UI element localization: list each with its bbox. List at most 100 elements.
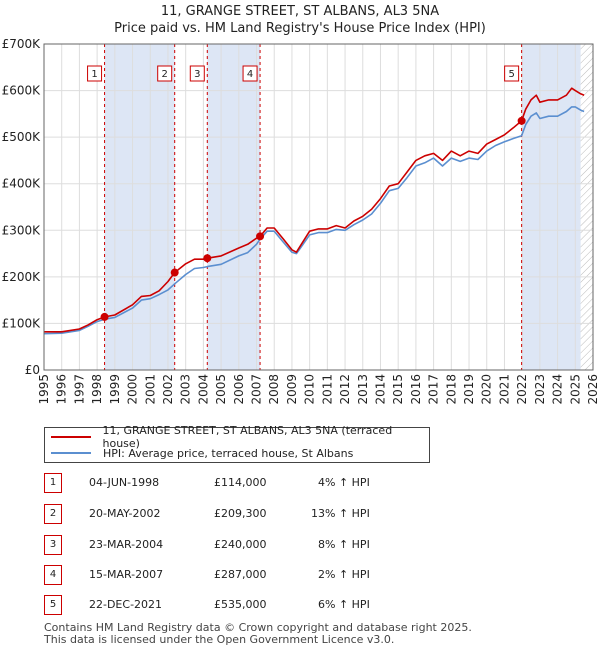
sale-label-number: 5 [508,69,514,80]
legend-item-property: 11, GRANGE STREET, ST ALBANS, AL3 5NA (t… [51,424,429,450]
x-tick-label: 2007 [250,374,264,405]
x-tick-label: 2023 [533,374,547,405]
x-tick-label: 1997 [72,374,86,405]
table-row: 3 23-MAR-2004 £240,000 8% ↑ HPI [0,535,600,555]
x-tick-label: 2002 [161,374,175,405]
y-tick-label: £300K [2,223,42,237]
x-tick-label: 2010 [303,374,317,405]
y-tick-label: £700K [2,37,42,51]
plot-frame [43,43,594,371]
table-row: 4 15-MAR-2007 £287,000 2% ↑ HPI [0,565,600,585]
x-tick-label: 1996 [55,374,69,405]
y-tick-label: £400K [2,177,42,191]
sale-number-box: 1 [44,473,62,493]
sale-point [100,312,109,321]
x-tick-label: 2020 [480,374,494,405]
x-tick-label: 2026 [586,374,600,405]
sale-date: 04-JUN-1998 [89,476,160,489]
sale-label-box [504,65,520,82]
x-tick-label: 2001 [143,374,157,405]
sale-label-number: 3 [194,69,200,80]
legend-label-property: 11, GRANGE STREET, ST ALBANS, AL3 5NA (t… [102,424,393,450]
sale-price: £535,000 [214,598,267,611]
shaded-ownership-band [521,44,581,370]
sale-price: £114,000 [214,476,267,489]
table-row: 2 20-MAY-2002 £209,300 13% ↑ HPI [0,504,600,524]
table-row: 1 04-JUN-1998 £114,000 4% ↑ HPI [0,473,600,493]
series-line-property [44,87,585,333]
sale-number-box: 2 [44,504,62,524]
x-tick-label: 2016 [409,374,423,405]
x-tick-label: 2018 [444,374,458,405]
y-tick-label: £0 [25,363,40,377]
legend-swatch-hpi [51,452,91,454]
sale-point [517,116,526,125]
sale-date: 22-DEC-2021 [89,598,163,611]
sale-hpi-diff: 13% ↑ HPI [311,507,370,520]
x-tick-label: 2008 [267,374,281,405]
chart-title: 11, GRANGE STREET, ST ALBANS, AL3 5NA [160,4,440,19]
sale-point [203,254,212,263]
x-tick-label: 2006 [232,374,246,405]
x-tick-label: 2003 [179,374,193,405]
y-tick-label: £600K [2,84,42,98]
y-tick-label: £100K [2,316,42,330]
shaded-ownership-band [104,44,175,370]
sale-hpi-diff: 2% ↑ HPI [318,568,370,581]
x-tick-label: 2021 [497,374,511,405]
x-tick-label: 2011 [320,374,334,405]
chart-legend: 11, GRANGE STREET, ST ALBANS, AL3 5NA (t… [44,424,430,463]
x-tick-label: 2022 [515,374,529,405]
series-line-hpi [43,106,585,335]
shaded-ownership-band [207,44,261,370]
x-tick-label: 2000 [126,374,140,405]
sale-number-box: 4 [44,565,62,585]
x-tick-label: 1995 [37,374,51,405]
footer-licence: This data is licensed under the Open Gov… [44,633,395,646]
y-tick-label: £500K [2,130,42,144]
x-tick-label: 2019 [462,374,476,405]
legend-item-hpi: HPI: Average price, terraced house, St A… [51,445,353,461]
sale-label-box [189,65,205,82]
sale-label-number: 2 [162,69,168,80]
x-tick-label: 2024 [551,374,565,405]
x-tick-label: 1999 [108,374,122,405]
footer-notice: Contains HM Land Registry data © Crown c… [44,622,472,646]
x-tick-label: 2025 [568,374,582,405]
sale-label-box [157,65,173,82]
y-tick-label: £200K [2,270,42,284]
x-tick-label: 2013 [356,374,370,405]
chart-subtitle: Price paid vs. HM Land Registry's House … [114,21,486,36]
sale-price: £209,300 [214,507,267,520]
sale-label-number: 1 [91,69,97,80]
x-tick-label: 2009 [285,374,299,405]
sale-label-box [242,65,258,82]
x-tick-label: 1998 [90,374,104,405]
sale-label-number: 4 [247,69,253,80]
sale-price: £287,000 [214,568,267,581]
x-tick-label: 2014 [373,374,387,405]
table-row: 5 22-DEC-2021 £535,000 6% ↑ HPI [0,595,600,615]
forecast-hatch-region [580,44,593,370]
footer-copyright: Contains HM Land Registry data © Crown c… [44,621,472,634]
sale-date: 20-MAY-2002 [89,507,161,520]
legend-label-hpi: HPI: Average price, terraced house, St A… [103,446,354,460]
sale-hpi-diff: 4% ↑ HPI [318,476,370,489]
x-tick-label: 2017 [427,374,441,405]
price-chart: 1 2 3 4 5 £0 £100K £200K £300K £400K £500K £600K £7… [2,37,600,405]
x-tick-label: 2004 [196,374,210,405]
sale-point [256,232,265,241]
sale-hpi-diff: 6% ↑ HPI [318,598,370,611]
sale-number-box: 3 [44,535,62,555]
x-tick-label: 2005 [214,374,228,405]
sale-point [170,268,179,277]
sale-number-box: 5 [44,595,62,615]
sale-price: £240,000 [214,538,267,551]
legend-swatch-property [51,436,91,438]
sale-date: 15-MAR-2007 [89,568,164,581]
x-tick-label: 2012 [338,374,352,405]
sale-hpi-diff: 8% ↑ HPI [318,538,370,551]
sale-label-box [87,65,103,82]
sale-date: 23-MAR-2004 [89,538,164,551]
x-tick-label: 2015 [391,374,405,405]
